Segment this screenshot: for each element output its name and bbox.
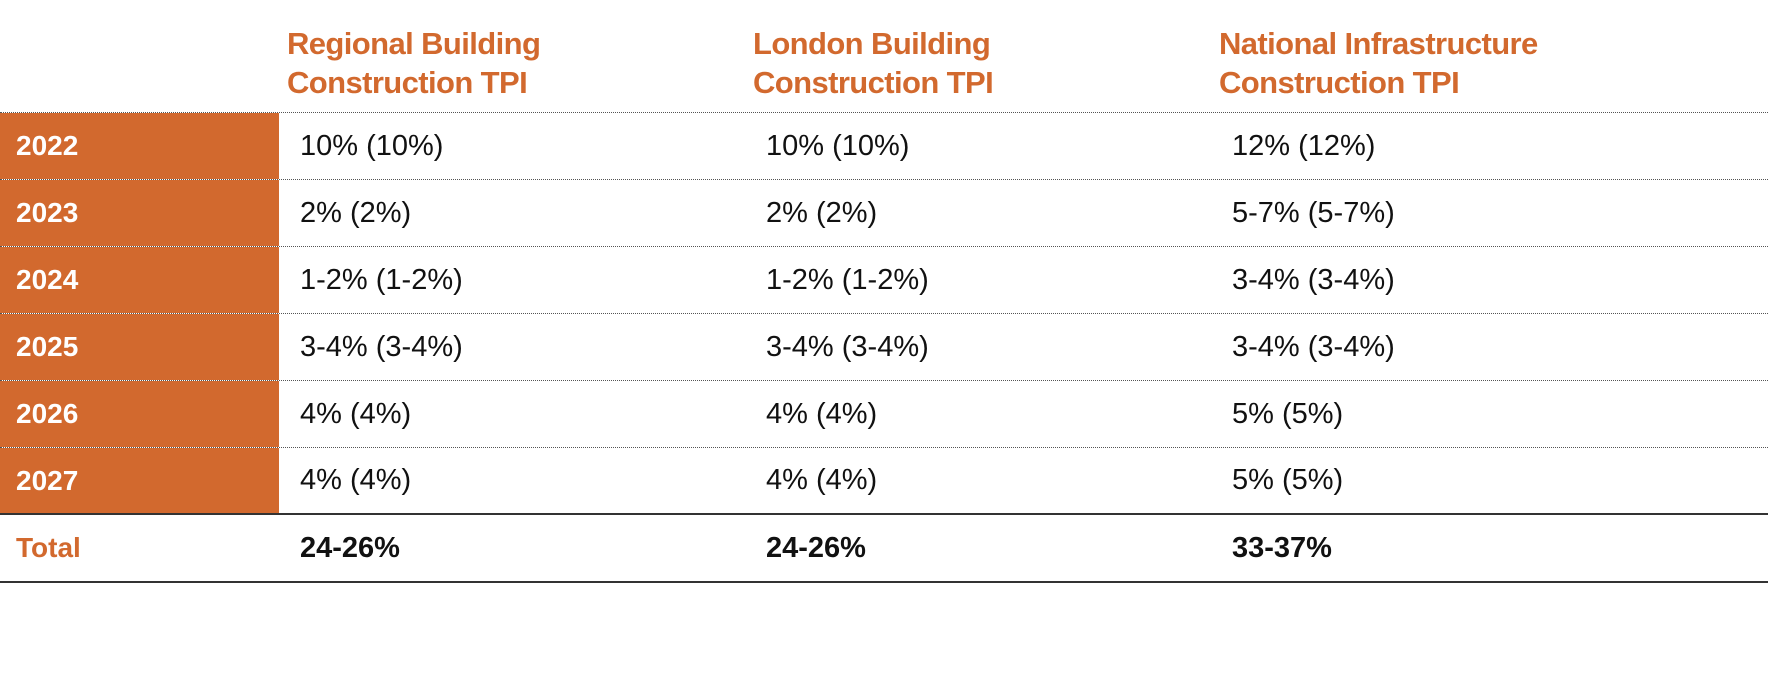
column-header-regional-building: Regional Building Construction TPI	[287, 24, 541, 102]
column-header-line: Construction TPI	[753, 65, 994, 100]
total-label: Total	[16, 532, 81, 563]
table-row-2026: 2026 4% (4%) 4% (4%) 5% (5%)	[0, 381, 1768, 448]
regional-building-value: 10% (10%)	[300, 129, 444, 162]
table-total-row: Total 24-26% 24-26% 33-37%	[0, 515, 1768, 583]
column-header-line: Regional Building	[287, 26, 541, 61]
tpi-forecast-table: Regional Building Construction TPI Londo…	[0, 0, 1768, 583]
london-building-value: 4% (4%)	[766, 464, 878, 496]
column-header-line: London Building	[753, 26, 991, 61]
london-building-value: 2% (2%)	[766, 196, 878, 229]
national-infrastructure-value: 5% (5%)	[1232, 397, 1344, 430]
year-label: 2023	[0, 180, 279, 246]
year-label: 2022	[0, 113, 279, 179]
year-label: 2026	[0, 381, 279, 447]
regional-building-value: 4% (4%)	[300, 397, 412, 430]
london-building-value: 4% (4%)	[766, 397, 878, 430]
regional-building-value: 3-4% (3-4%)	[300, 330, 463, 363]
regional-building-total: 24-26%	[300, 531, 400, 564]
table-row-2023: 2023 2% (2%) 2% (2%) 5-7% (5-7%)	[0, 180, 1768, 247]
regional-building-value: 2% (2%)	[300, 196, 412, 229]
table-row-2025: 2025 3-4% (3-4%) 3-4% (3-4%) 3-4% (3-4%)	[0, 314, 1768, 381]
national-infrastructure-value: 3-4% (3-4%)	[1232, 330, 1395, 363]
national-infrastructure-total: 33-37%	[1232, 531, 1332, 564]
london-building-total: 24-26%	[766, 531, 866, 564]
column-header-national-infrastructure: National Infrastructure Construction TPI	[1219, 24, 1538, 102]
london-building-value: 3-4% (3-4%)	[766, 330, 929, 363]
year-label: 2024	[0, 247, 279, 313]
table-row-2027: 2027 4% (4%) 4% (4%) 5% (5%)	[0, 448, 1768, 515]
column-header-london-building: London Building Construction TPI	[753, 24, 994, 102]
column-header-line: Construction TPI	[287, 65, 528, 100]
national-infrastructure-value: 3-4% (3-4%)	[1232, 263, 1395, 296]
regional-building-value: 1-2% (1-2%)	[300, 263, 463, 296]
national-infrastructure-value: 5% (5%)	[1232, 464, 1344, 496]
column-header-line: National Infrastructure	[1219, 26, 1538, 61]
regional-building-value: 4% (4%)	[300, 464, 412, 496]
national-infrastructure-value: 5-7% (5-7%)	[1232, 196, 1395, 229]
table-row-2024: 2024 1-2% (1-2%) 1-2% (1-2%) 3-4% (3-4%)	[0, 247, 1768, 314]
column-header-line: Construction TPI	[1219, 65, 1460, 100]
national-infrastructure-value: 12% (12%)	[1232, 129, 1376, 162]
table-header-row: Regional Building Construction TPI Londo…	[0, 0, 1768, 113]
year-label: 2027	[0, 448, 279, 513]
london-building-value: 10% (10%)	[766, 129, 910, 162]
year-label: 2025	[0, 314, 279, 380]
london-building-value: 1-2% (1-2%)	[766, 263, 929, 296]
table-row-2022: 2022 10% (10%) 10% (10%) 12% (12%)	[0, 113, 1768, 180]
